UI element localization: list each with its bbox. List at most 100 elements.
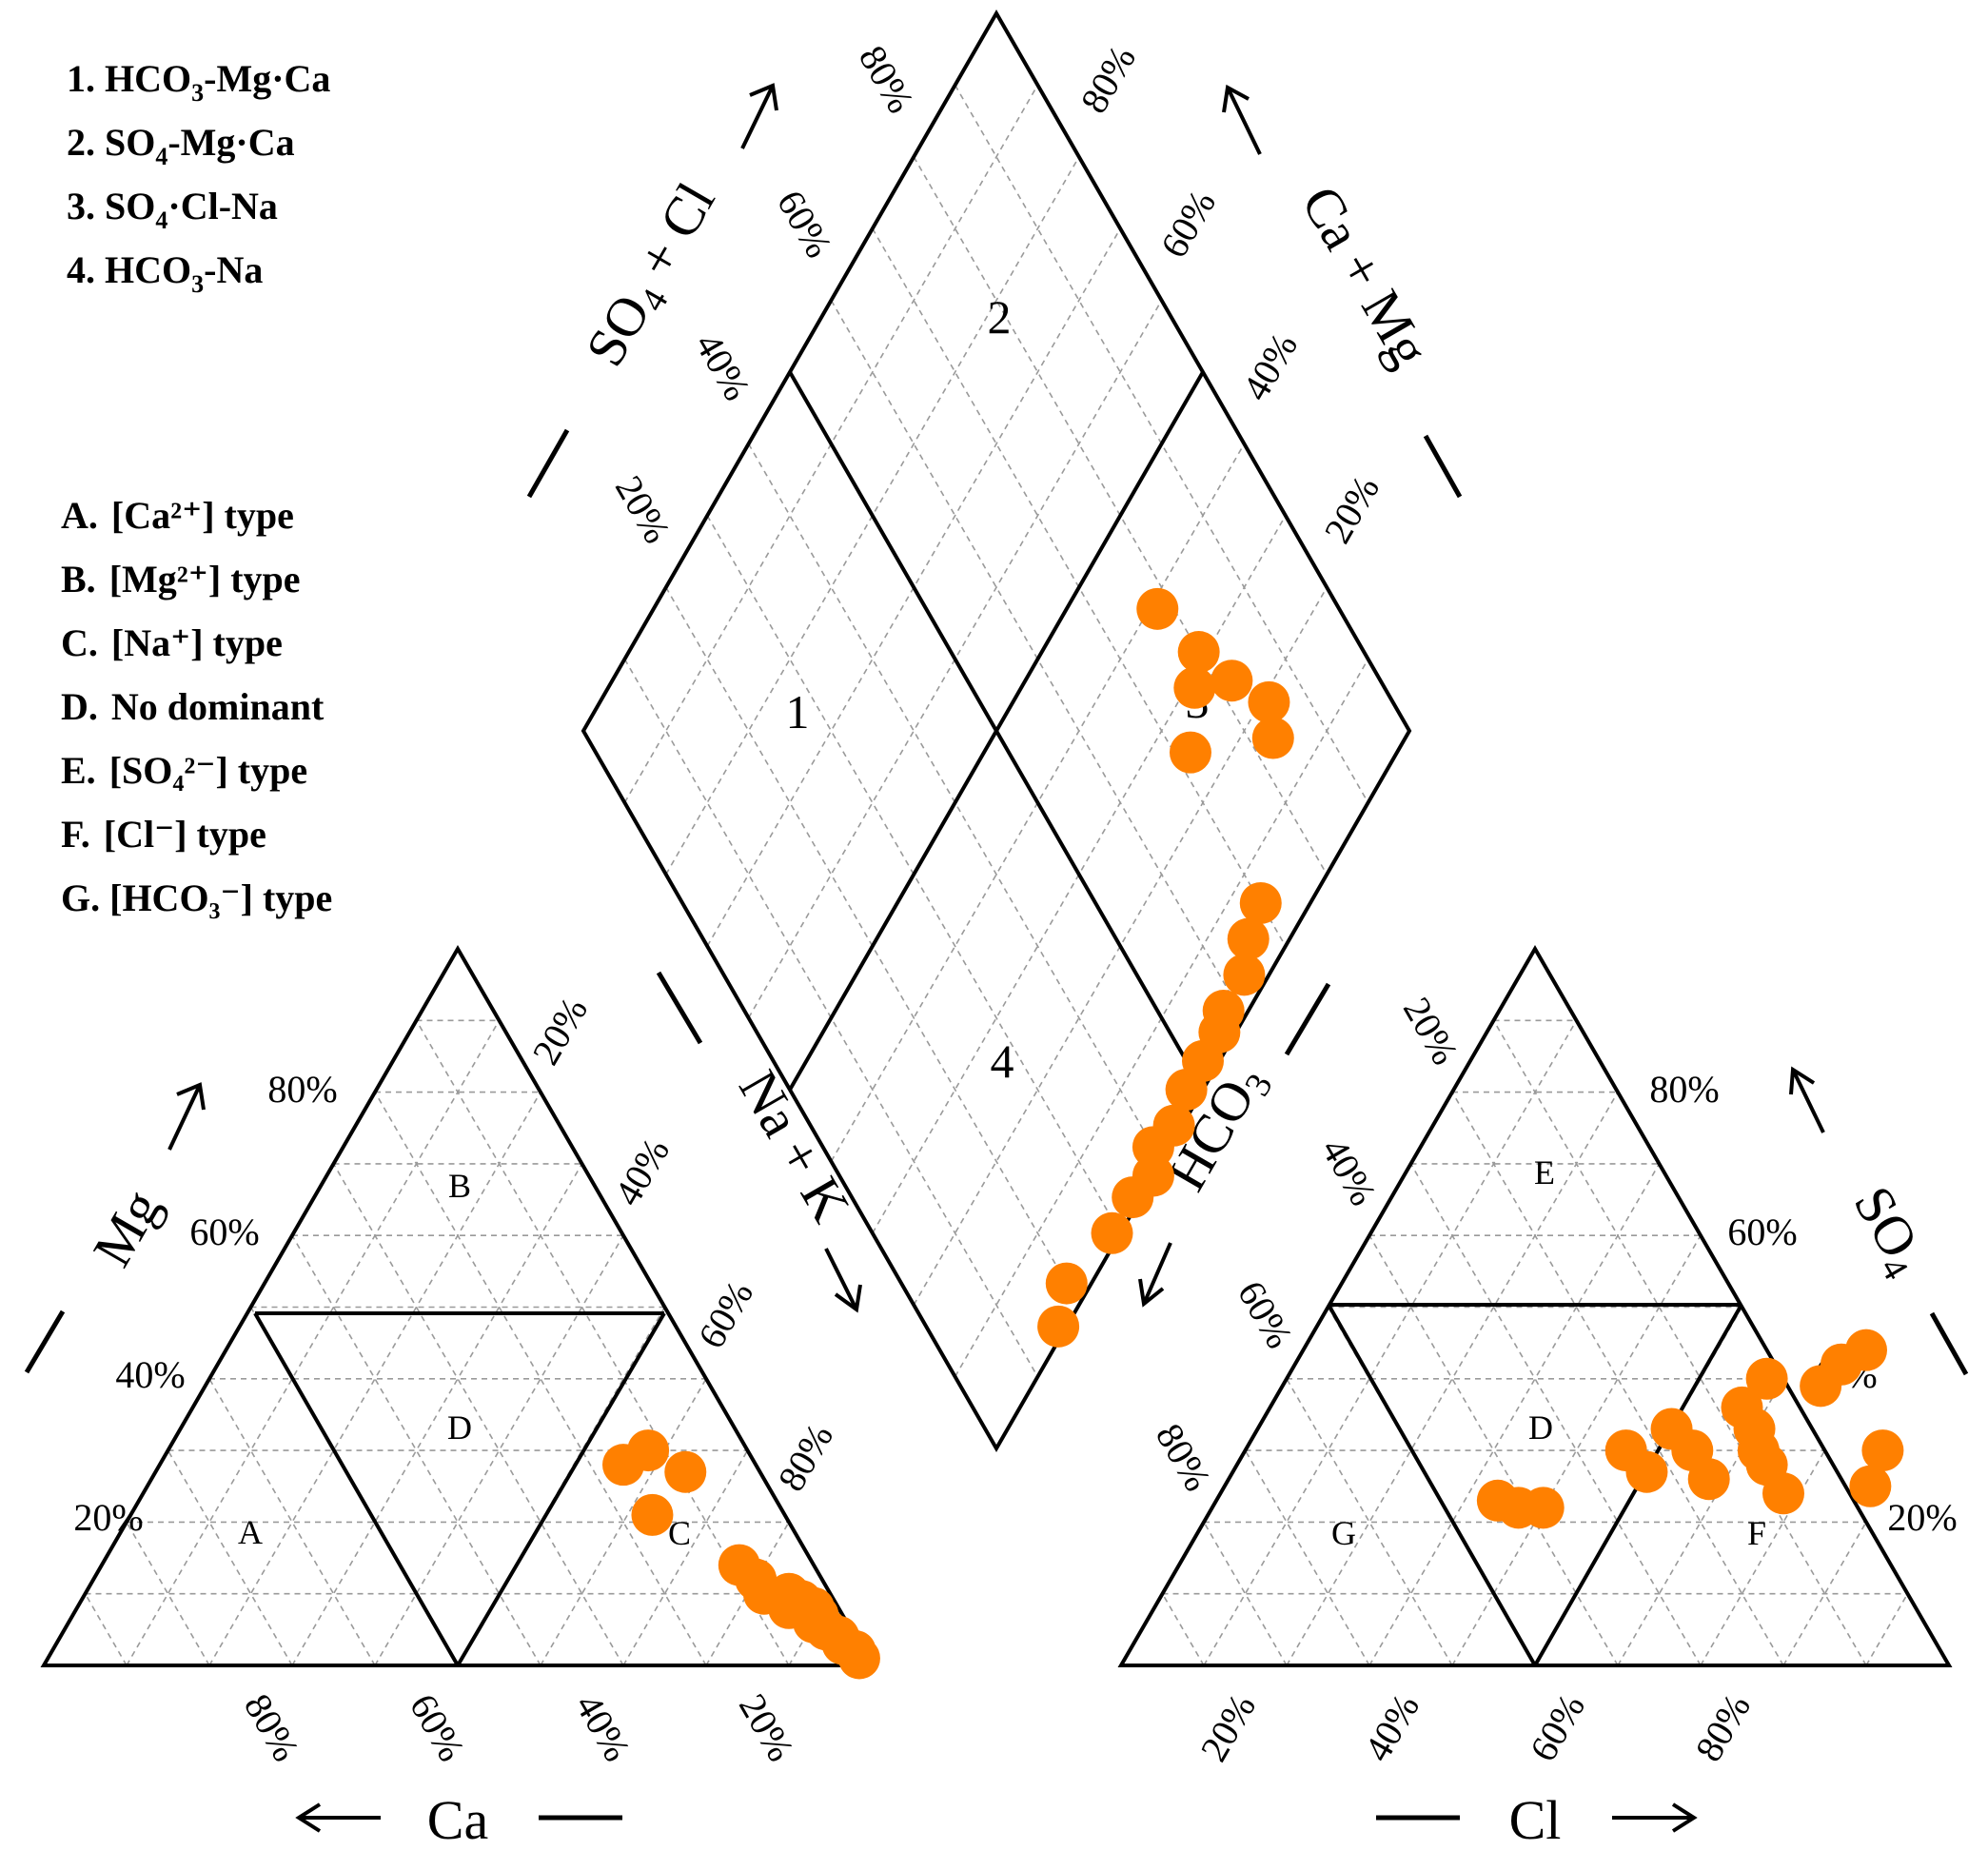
- sample-point: [1687, 1458, 1730, 1501]
- sample-point: [1251, 717, 1294, 759]
- sample-point: [1845, 1329, 1887, 1371]
- sample-point: [1522, 1487, 1565, 1529]
- diamond-zone-line: [788, 371, 1205, 1091]
- axis-label-ca: Ca: [427, 1789, 488, 1851]
- sample-point: [1239, 881, 1282, 924]
- sample-point: [1112, 1176, 1154, 1219]
- tick-label-camg-40: 40%: [1233, 325, 1306, 407]
- so4-axis-dash: [1929, 1311, 1969, 1376]
- sample-point: [1762, 1472, 1804, 1515]
- tick-label-so4cl-40: 40%: [687, 325, 759, 407]
- diamond: [581, 9, 1412, 1453]
- zone-label-f: F: [1747, 1514, 1766, 1552]
- tick-label-cl-60: 60%: [1521, 1686, 1593, 1768]
- diamond-sample-points: [1037, 587, 1294, 1348]
- camg-axis-arrow: [1226, 87, 1262, 155]
- hco3-axis-dash: [1284, 982, 1331, 1056]
- tick-label-mg-40: 40%: [115, 1353, 185, 1396]
- camg-axis-dash: [1423, 434, 1463, 499]
- tick-label-hco3-40: 40%: [1313, 1131, 1386, 1212]
- tick-label-so4-80: 80%: [1649, 1068, 1719, 1111]
- so4cl-axis-arrow-head: [749, 83, 778, 111]
- sample-point: [1223, 954, 1266, 996]
- tick-label-na-40: 40%: [605, 1131, 678, 1212]
- sample-point: [1169, 731, 1211, 774]
- sample-point: [664, 1450, 707, 1493]
- legend-type-3: 3. SO4·Cl-Na: [67, 185, 278, 234]
- tick-label-so4cl-20: 20%: [607, 468, 679, 550]
- legend-zone-d: D. No dominant: [61, 685, 325, 728]
- tick-label-so4-60: 60%: [1727, 1211, 1797, 1253]
- mg-axis-arrow-head: [176, 1082, 206, 1111]
- legend-type-1: 1. HCO3-Mg·Ca: [67, 57, 330, 107]
- zone-label-d-cation: D: [447, 1408, 472, 1447]
- water-type-legend: 1. HCO3-Mg·Ca 2. SO4-Mg·Ca 3. SO4·Cl-Na 4. H…: [67, 57, 330, 298]
- anion-zone-line: [1327, 1304, 1537, 1666]
- sample-point: [1745, 1357, 1788, 1400]
- hco3-axis-arrow-head: [1138, 1278, 1165, 1308]
- tick-label-hco3-60: 60%: [1230, 1273, 1302, 1355]
- sample-point: [1849, 1465, 1892, 1507]
- zone-label-b: B: [448, 1167, 471, 1205]
- tick-label-mg-80: 80%: [267, 1068, 337, 1111]
- anion-sample-points: [1476, 1329, 1904, 1529]
- axis-label-ca-mg: Ca + Mg: [1289, 175, 1442, 377]
- legend-type-4: 4. HCO3-Na: [67, 248, 263, 298]
- mg-axis-dash: [24, 1309, 66, 1374]
- tick-label-na-60: 60%: [689, 1273, 761, 1355]
- sample-point: [1625, 1450, 1668, 1493]
- legend-zone-c: C. [Na⁺] type: [61, 621, 283, 664]
- tick-label-cl-80: 80%: [1686, 1686, 1759, 1768]
- tick-label-hco3-20: 20%: [1395, 990, 1467, 1072]
- sample-point: [1132, 1126, 1174, 1169]
- legend-zone-g: G. [HCO₃⁻] type: [61, 876, 332, 919]
- tick-label-so4cl-80: 80%: [851, 38, 923, 120]
- tick-label-so4cl-60: 60%: [769, 183, 841, 265]
- tick-label-camg-60: 60%: [1151, 183, 1224, 265]
- sample-point: [1091, 1211, 1133, 1254]
- tick-label-ca-20: 20%: [731, 1686, 803, 1768]
- tick-label-ca-40: 40%: [567, 1686, 640, 1768]
- zone-label-g: G: [1331, 1514, 1356, 1552]
- so4-axis-arrow-head: [1789, 1066, 1816, 1095]
- axis-names: Mg Ca Na + K HCO3 Cl SO4 SO4 + Cl Ca + M…: [81, 172, 1931, 1851]
- tick-label-cl-40: 40%: [1355, 1686, 1427, 1768]
- hco3-axis-arrow: [1142, 1242, 1172, 1305]
- so4-axis-arrow: [1791, 1069, 1825, 1133]
- zone-label-2: 2: [988, 290, 1012, 344]
- axis-label-mg: Mg: [81, 1179, 173, 1276]
- sample-point: [631, 1493, 674, 1536]
- legend-zone-f: F. [Cl⁻] type: [61, 813, 266, 856]
- sample-point: [627, 1429, 670, 1472]
- tick-label-mg-20: 20%: [73, 1496, 143, 1539]
- tick-label-na-20: 20%: [523, 990, 596, 1072]
- axis-label-cl: Cl: [1509, 1789, 1562, 1851]
- tick-label-camg-20: 20%: [1315, 468, 1388, 550]
- sample-point: [1227, 917, 1270, 960]
- cl-axis-arrow-head: [1671, 1802, 1698, 1833]
- legend-zone-b: B. [Mg²⁺] type: [61, 558, 301, 601]
- sample-point: [1045, 1262, 1088, 1305]
- cation-zone-line: [456, 1311, 666, 1667]
- sample-point: [1177, 631, 1220, 674]
- cation-triangle-grid: [84, 1019, 832, 1666]
- na-axis-dash: [656, 971, 703, 1045]
- sample-point: [1173, 666, 1216, 709]
- tick-label-ca-60: 60%: [402, 1686, 474, 1768]
- ion-type-legend: A. [Ca²⁺] type B. [Mg²⁺] type C. [Na⁺] type…: [61, 494, 332, 919]
- mg-axis-arrow: [167, 1084, 202, 1151]
- sample-point: [1165, 1069, 1208, 1111]
- tick-label-so4-20: 20%: [1887, 1496, 1957, 1539]
- sample-point: [1211, 660, 1253, 702]
- tick-label-na-80: 80%: [769, 1416, 841, 1498]
- sample-point: [1248, 680, 1290, 723]
- ca-axis-arrow-head: [295, 1802, 322, 1833]
- tick-label-mg-60: 60%: [189, 1211, 259, 1253]
- na-axis-arrow-head: [834, 1284, 862, 1313]
- axis-arrows: [24, 83, 1969, 1833]
- zone-label-a: A: [238, 1513, 263, 1551]
- tick-label-hco3-80: 80%: [1148, 1416, 1220, 1498]
- legend-zone-a: A. [Ca²⁺] type: [61, 494, 294, 537]
- sample-point: [837, 1637, 880, 1680]
